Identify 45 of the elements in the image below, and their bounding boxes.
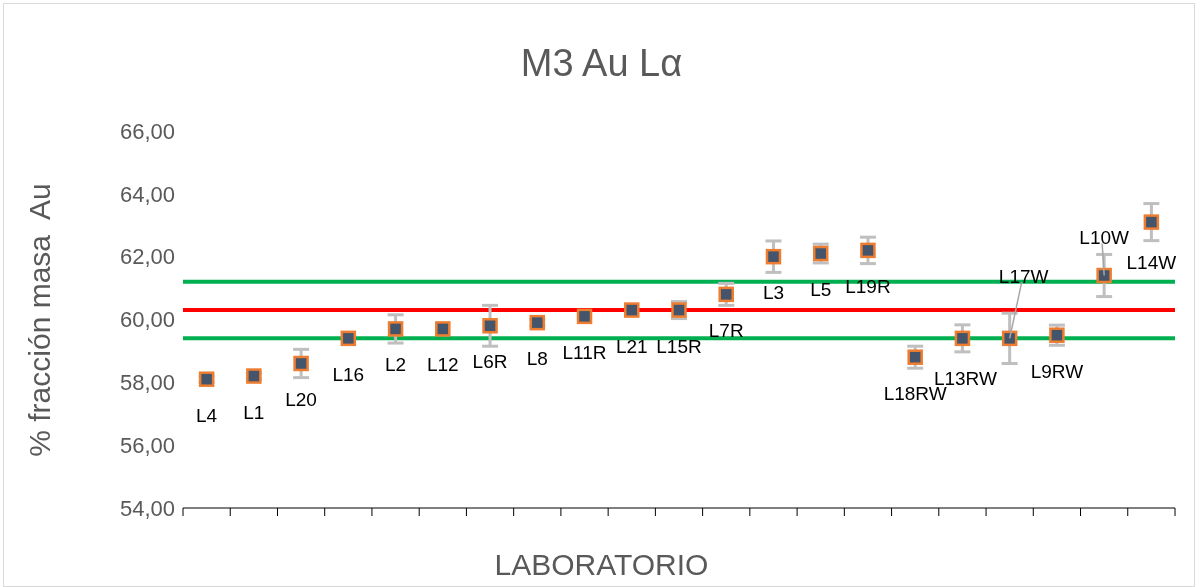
point: [340, 330, 357, 347]
data-label: L6R: [472, 351, 508, 373]
data-label: L12: [426, 354, 459, 376]
point: [246, 368, 262, 384]
y-tick-label: 62,00: [119, 244, 175, 270]
x-axis-title: LABORATORIO: [493, 548, 710, 582]
y-tick-label: 56,00: [119, 432, 175, 458]
data-label: L21: [615, 335, 648, 357]
data-label: L20: [285, 388, 317, 410]
point: [1143, 214, 1160, 230]
point: [907, 349, 923, 365]
point: [718, 286, 734, 303]
data-label: L4: [196, 404, 218, 426]
point: [482, 318, 498, 334]
data-label: L15R: [656, 335, 702, 357]
data-label: L14W: [1126, 251, 1177, 273]
data-label: L8: [526, 348, 548, 370]
y-tick-label: 60,00: [119, 307, 175, 333]
data-label: L10W: [1079, 227, 1130, 249]
y-tick-label: 58,00: [119, 370, 175, 396]
point: [387, 321, 404, 337]
y-tick-label: 64,00: [119, 181, 175, 207]
point: [293, 355, 309, 372]
data-label: L1: [243, 401, 265, 423]
data-label: L9RW: [1030, 360, 1084, 382]
point: [576, 308, 593, 325]
point: [860, 242, 876, 259]
point: [1001, 330, 1018, 347]
data-label: L2: [385, 354, 407, 376]
point: [529, 314, 546, 331]
chart-title: M3 Au Lα: [519, 42, 684, 85]
data-label: L16: [332, 363, 365, 385]
point: [765, 248, 782, 265]
data-label: L3: [762, 282, 785, 304]
data-label: L11R: [562, 341, 607, 363]
point: [954, 330, 971, 347]
y-axis-title: % fracción masa Au: [23, 183, 57, 457]
data-label: L5: [810, 279, 832, 301]
data-label: L7R: [708, 319, 744, 341]
point: [198, 371, 215, 387]
point: [1096, 267, 1112, 284]
y-tick-label: 66,00: [119, 118, 175, 144]
y-tick-label: 54,00: [119, 495, 175, 521]
point: [435, 321, 451, 337]
point: [624, 302, 640, 318]
